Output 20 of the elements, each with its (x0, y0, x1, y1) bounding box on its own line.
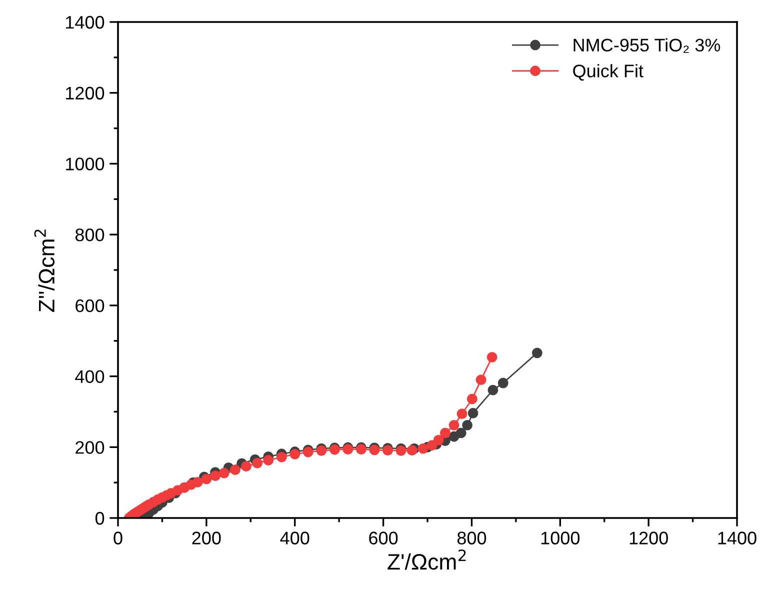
x-tick-label: 400 (280, 532, 310, 544)
x-tick-label: 600 (369, 532, 398, 544)
x-tick-label: 0 (114, 532, 122, 544)
x-tick-label: 1000 (541, 532, 580, 544)
y-tick-label: 200 (76, 441, 104, 454)
legend-label: Quick Fit (573, 64, 644, 81)
y-tick-label: 0 (95, 512, 104, 525)
x-tick-label: 1200 (630, 532, 668, 544)
y-tick-label: 800 (75, 228, 104, 242)
y-tick-label: 1400 (66, 16, 104, 29)
y-tick-label: 600 (76, 299, 104, 312)
y-tick-label: 1000 (66, 158, 104, 170)
x-axis-title: Z'/Ωcm$^{2}$ (388, 549, 466, 570)
x-tick-label: 800 (457, 532, 486, 544)
x-tick-label: 200 (192, 532, 221, 544)
x-tick-label: 1400 (718, 532, 756, 544)
y-tick-label: 400 (75, 370, 104, 384)
legend-label: NMC-955 TiO₂ 3% (574, 38, 720, 53)
y-tick-label: 1200 (66, 86, 104, 100)
y-axis-title: Z''/Ωcm$^{2}$ (34, 230, 55, 312)
